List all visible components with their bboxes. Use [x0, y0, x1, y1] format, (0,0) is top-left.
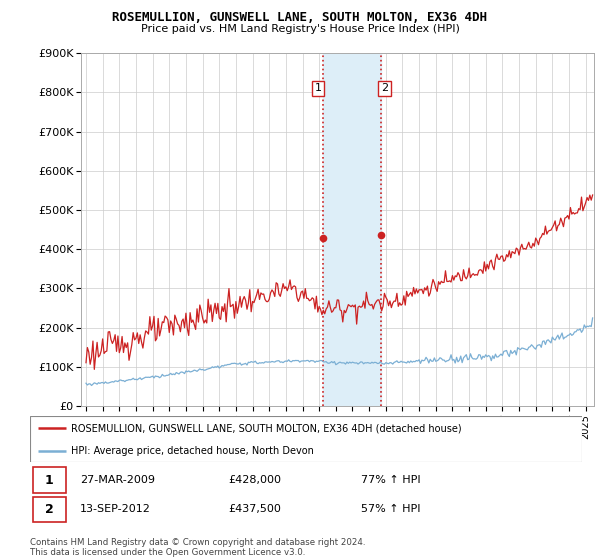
- Text: 27-MAR-2009: 27-MAR-2009: [80, 475, 155, 485]
- Bar: [33, 467, 66, 493]
- Text: 57% ↑ HPI: 57% ↑ HPI: [361, 505, 421, 515]
- Text: £428,000: £428,000: [229, 475, 282, 485]
- Bar: [323, 53, 381, 406]
- Text: 13-SEP-2012: 13-SEP-2012: [80, 505, 151, 515]
- Text: £437,500: £437,500: [229, 505, 281, 515]
- Text: Price paid vs. HM Land Registry's House Price Index (HPI): Price paid vs. HM Land Registry's House …: [140, 24, 460, 34]
- Text: 2: 2: [45, 503, 53, 516]
- Text: 1: 1: [45, 474, 53, 487]
- Text: ROSEMULLION, GUNSWELL LANE, SOUTH MOLTON, EX36 4DH (detached house): ROSEMULLION, GUNSWELL LANE, SOUTH MOLTON…: [71, 423, 462, 433]
- Text: Contains HM Land Registry data © Crown copyright and database right 2024.
This d: Contains HM Land Registry data © Crown c…: [30, 538, 365, 557]
- Bar: [33, 497, 66, 522]
- Text: HPI: Average price, detached house, North Devon: HPI: Average price, detached house, Nort…: [71, 446, 314, 455]
- Text: ROSEMULLION, GUNSWELL LANE, SOUTH MOLTON, EX36 4DH: ROSEMULLION, GUNSWELL LANE, SOUTH MOLTON…: [113, 11, 487, 24]
- Text: 1: 1: [314, 83, 322, 94]
- Text: 2: 2: [381, 83, 388, 94]
- Text: 77% ↑ HPI: 77% ↑ HPI: [361, 475, 421, 485]
